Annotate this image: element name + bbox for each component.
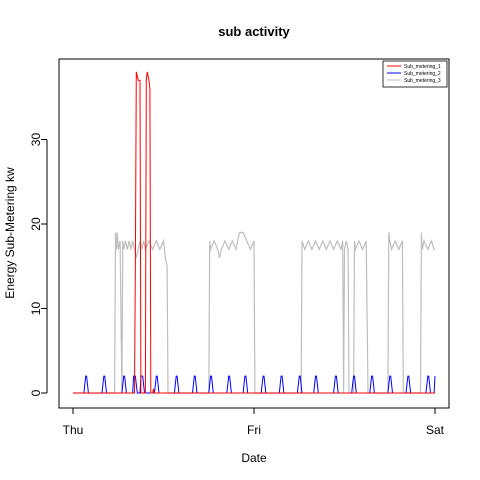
series-layer [73,71,436,394]
legend-label-2: Sub_metering_2 [404,71,441,77]
x-axis-label: Date [241,451,267,465]
series-line-2 [73,375,436,394]
legend-box [382,60,448,88]
y-tick-label: 10 [29,302,43,316]
series-line-3 [73,231,435,394]
x-axis: Thu Fri Sat [63,407,445,437]
chart-title: sub activity [218,24,290,39]
legend: Sub_metering_1Sub_metering_2Sub_metering… [382,60,448,88]
y-tick-label: 30 [29,133,43,147]
x-tick-label: Thu [63,423,84,437]
y-axis: 0 10 20 30 [29,133,48,396]
y-tick-label: 0 [29,389,43,396]
legend-label-1: Sub_metering_1 [404,64,441,70]
x-tick-label: Fri [247,423,261,437]
y-tick-label: 20 [29,217,43,231]
series-line-1 [73,71,435,394]
x-tick-label: Sat [426,423,445,437]
y-axis-label: Energy Sub-Metering kw [3,167,17,299]
legend-label-3: Sub_metering_3 [404,78,441,84]
